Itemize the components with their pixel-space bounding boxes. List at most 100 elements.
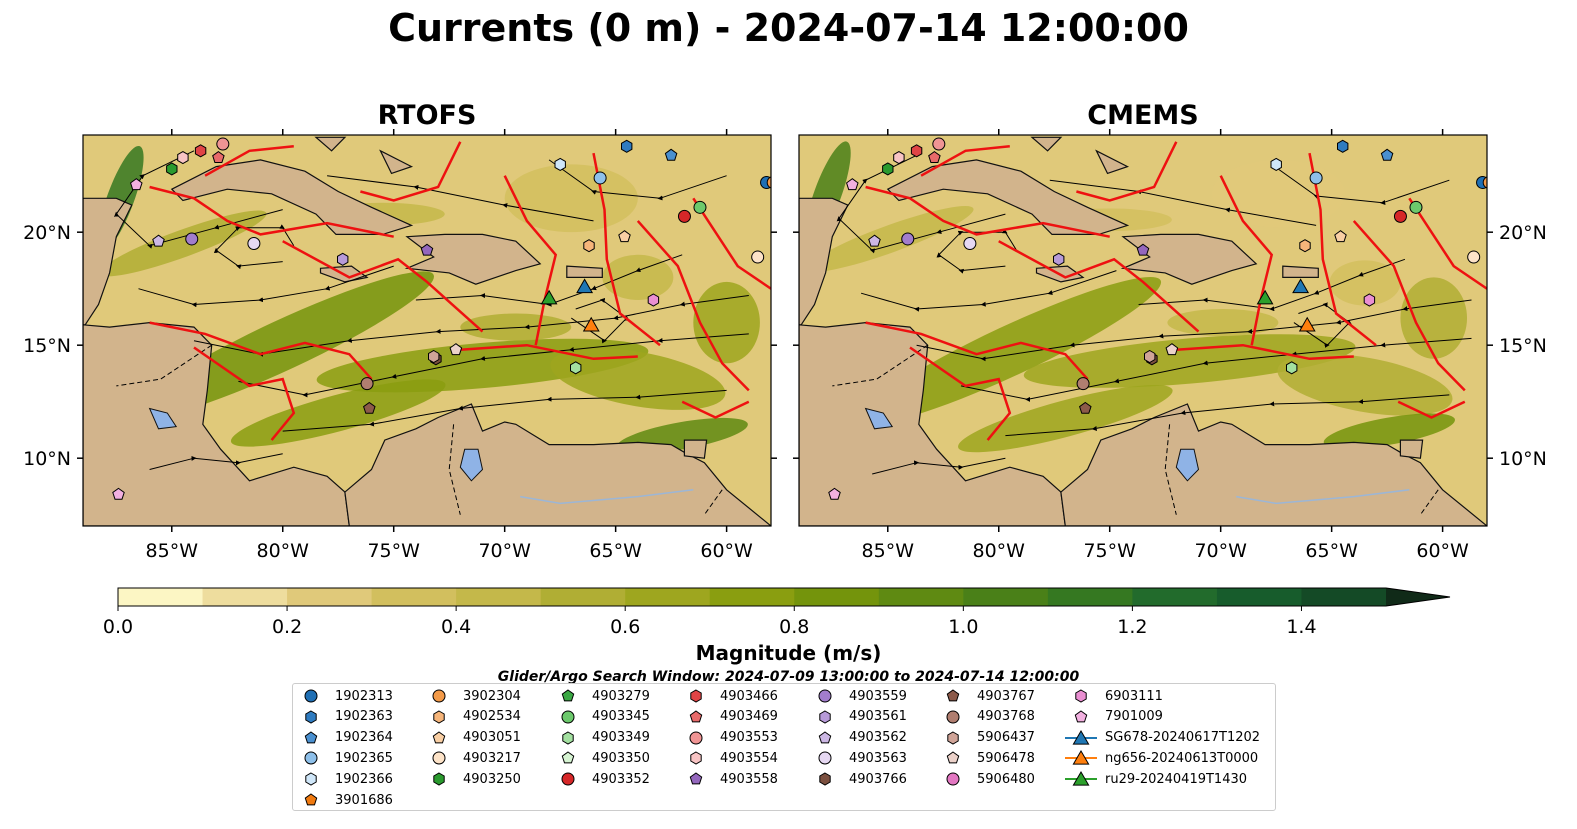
eez-boundary: [460, 343, 638, 361]
argo-float-marker: [449, 343, 463, 356]
legend-marker-icon: [819, 710, 831, 724]
argo-float-marker: [130, 178, 143, 191]
glider-marker: [576, 278, 594, 294]
lon-tick-label: 85°W: [146, 540, 199, 562]
lon-tick-label: 70°W: [478, 540, 531, 562]
argo-float-marker: [1299, 239, 1311, 253]
eez-boundary: [1308, 152, 1377, 347]
streamline: [548, 159, 727, 201]
legend-marker-icon: [304, 751, 318, 765]
argo-float-marker: [677, 209, 691, 223]
argo-float-marker: [583, 239, 595, 253]
legend-symbol: [946, 710, 960, 724]
eez-boundary: [503, 175, 558, 346]
argo-float-marker: [1076, 377, 1090, 391]
land-puertorico: [566, 265, 603, 278]
eez-boundary: [149, 185, 394, 238]
legend-item: 6903111: [1063, 686, 1163, 706]
legend-marker-icon: [1065, 750, 1097, 765]
argo-float-marker: [868, 234, 881, 247]
legend-label: 7901009: [1105, 709, 1163, 725]
legend-item: 1902366: [293, 769, 393, 789]
glider-marker: [1256, 289, 1274, 305]
argo-float-marker: [194, 144, 207, 158]
argo-float-marker: [247, 236, 261, 250]
argo-float-marker: [846, 178, 859, 191]
legend-symbol: [946, 751, 960, 764]
legend-marker-icon: [689, 710, 703, 723]
colorbar-tick-label: 0.2: [272, 616, 302, 638]
legend-symbol: [818, 689, 832, 703]
streamline: [1138, 258, 1406, 312]
eez-boundary: [681, 400, 750, 419]
argo-float-marker: [618, 230, 631, 243]
argo-float-marker: [1144, 349, 1156, 364]
lat-tick-label: 10°N: [23, 448, 71, 470]
legend-symbol: [689, 710, 703, 723]
legend-label: 4903767: [977, 688, 1035, 704]
land-bahamas2: [1095, 149, 1130, 175]
legend-marker-icon: [1065, 729, 1097, 745]
legend-label: 4903768: [977, 709, 1035, 725]
argo-float-marker: [766, 176, 771, 189]
legend-marker-icon: [689, 772, 703, 785]
legend-symbol: [305, 710, 317, 724]
legend-symbol: [946, 689, 960, 702]
legend-marker-icon: [305, 710, 317, 724]
land-trinidad: [683, 439, 708, 459]
legend-symbol: [304, 751, 318, 765]
land-bahamas1: [1030, 136, 1063, 152]
argo-float-marker: [216, 137, 230, 151]
colorbar-tick-label: 1.2: [1117, 616, 1147, 638]
legend-label: 1902313: [335, 688, 393, 704]
legend-marker-icon: [1075, 689, 1087, 703]
legend-item: 4903217: [421, 748, 521, 768]
argo-float-marker: [910, 144, 923, 158]
legend-item: 4903558: [678, 769, 778, 789]
legend-item: ng656-20240613T0000: [1063, 748, 1258, 768]
eez-boundary: [920, 145, 1010, 177]
legend-symbol: [305, 772, 317, 786]
argo-float-marker: [932, 137, 946, 151]
land-cuba: [886, 159, 1130, 235]
eez-boundary: [865, 185, 1110, 238]
legend-item: 4903352: [550, 769, 650, 789]
legend-label: 4903558: [720, 771, 778, 787]
legend-marker-icon: [562, 731, 574, 745]
lake-maracaibo: [459, 448, 484, 482]
country-border: [703, 489, 723, 515]
streamline: [916, 299, 1472, 362]
legend-item: SG678-20240617T1202: [1063, 728, 1260, 748]
legend-label: 4903349: [592, 730, 650, 746]
legend-marker-icon: [1065, 771, 1097, 786]
colorbar-tick-label: 0.4: [441, 616, 471, 638]
streamline: [193, 295, 749, 357]
lat-tick-label: 20°N: [1499, 222, 1547, 244]
legend-label: SG678-20240617T1202: [1105, 730, 1261, 746]
colorbar-bin: [963, 588, 1049, 606]
map-panel-cmems: [798, 134, 1488, 527]
lake-nicaragua: [148, 407, 178, 430]
legend-marker-icon: [304, 689, 318, 703]
colorbar-bin: [202, 588, 288, 606]
legend-label: 5906437: [977, 730, 1035, 746]
land-bahamas1: [314, 136, 347, 152]
legend-label: 1902366: [335, 771, 393, 787]
legend-label: 4903766: [849, 771, 907, 787]
argo-float-marker: [621, 139, 633, 153]
argo-float-marker: [593, 171, 607, 185]
streamline: [860, 270, 1117, 312]
country-border: [1164, 424, 1177, 515]
eez-boundary: [1397, 400, 1466, 419]
legend-marker-icon: [1074, 710, 1088, 723]
argo-float-marker: [693, 200, 707, 214]
colorbar-bin: [878, 588, 964, 606]
colorbar-bin: [1047, 588, 1133, 606]
country-border: [832, 344, 928, 387]
lat-tick-label: 20°N: [23, 222, 71, 244]
legend-label: 1902363: [335, 709, 393, 725]
legend-item: 4902534: [421, 707, 521, 727]
legend-item: 4903469: [678, 707, 778, 727]
lake-nicaragua: [864, 407, 894, 430]
legend-marker-icon: [946, 772, 960, 786]
